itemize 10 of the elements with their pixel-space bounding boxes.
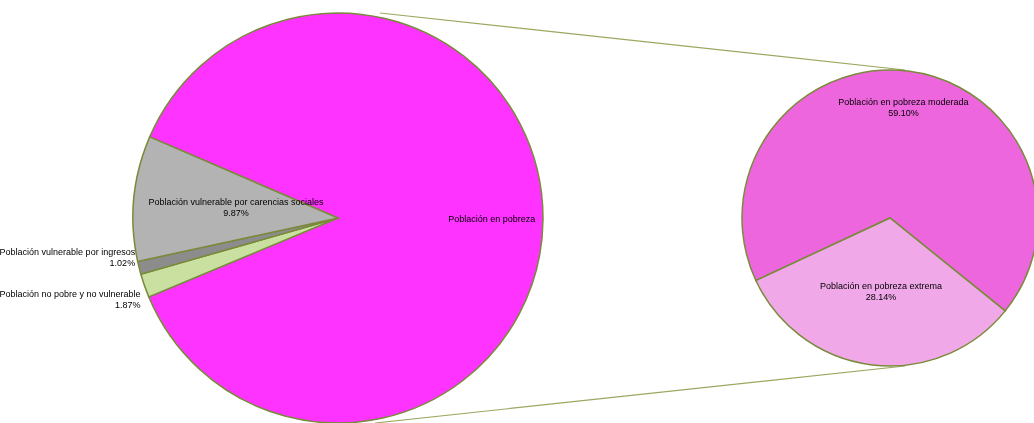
data-label: 28.14%	[865, 291, 897, 302]
slice-label: Población no pobre y no vulnerable	[0, 288, 141, 299]
data-label: 1.87%	[114, 299, 141, 310]
data-label: 59.10%	[888, 107, 919, 118]
slice-label: Población en pobreza	[448, 214, 536, 225]
data-label: 9.87%	[223, 208, 249, 219]
slice-label: Población en pobreza extrema	[820, 280, 943, 291]
data-label: 1.02%	[109, 257, 136, 268]
slice-label: Población en pobreza moderada	[838, 97, 969, 108]
slice-label: Población vulnerable por ingresos	[0, 247, 136, 258]
